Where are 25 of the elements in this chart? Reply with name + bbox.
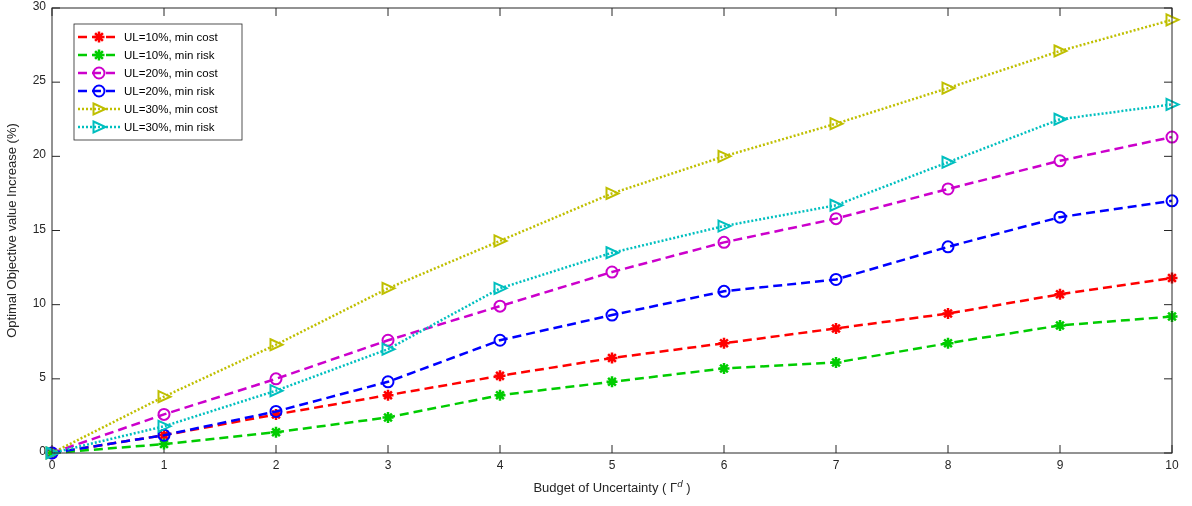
x-tick-label: 2 — [272, 458, 280, 472]
x-tick-label: 5 — [608, 458, 616, 472]
x-tick-label: 1 — [160, 458, 168, 472]
y-tick-label: 30 — [32, 0, 47, 13]
y-tick-label: 10 — [32, 295, 47, 310]
x-tick-label: 9 — [1056, 458, 1064, 472]
legend-label: UL=20%, min risk — [124, 85, 215, 97]
x-tick-label: 10 — [1165, 458, 1179, 472]
legend-label: UL=30%, min risk — [124, 121, 215, 133]
x-tick-label: 4 — [496, 458, 504, 472]
x-tick-label: 3 — [384, 458, 392, 472]
y-tick-label: 25 — [32, 73, 47, 88]
x-tick-label: 7 — [832, 458, 840, 472]
legend-label: UL=20%, min cost — [124, 67, 219, 79]
x-tick-label: 6 — [720, 458, 728, 472]
x-tick-label: 8 — [944, 458, 952, 472]
y-tick-label: 5 — [39, 369, 47, 384]
x-axis-title: Budget of Uncertainty ( Γ$^{d}$ ) — [533, 477, 691, 495]
x-tick-label: 0 — [48, 458, 56, 472]
legend-label: UL=10%, min risk — [124, 49, 215, 61]
y-tick-label: 15 — [32, 221, 47, 236]
legend-label: UL=30%, min cost — [124, 103, 219, 115]
y-axis-title: Optimal Objective value Increase (%) — [4, 123, 19, 338]
y-tick-label: 20 — [32, 147, 47, 162]
legend-label: UL=10%, min cost — [124, 31, 219, 43]
